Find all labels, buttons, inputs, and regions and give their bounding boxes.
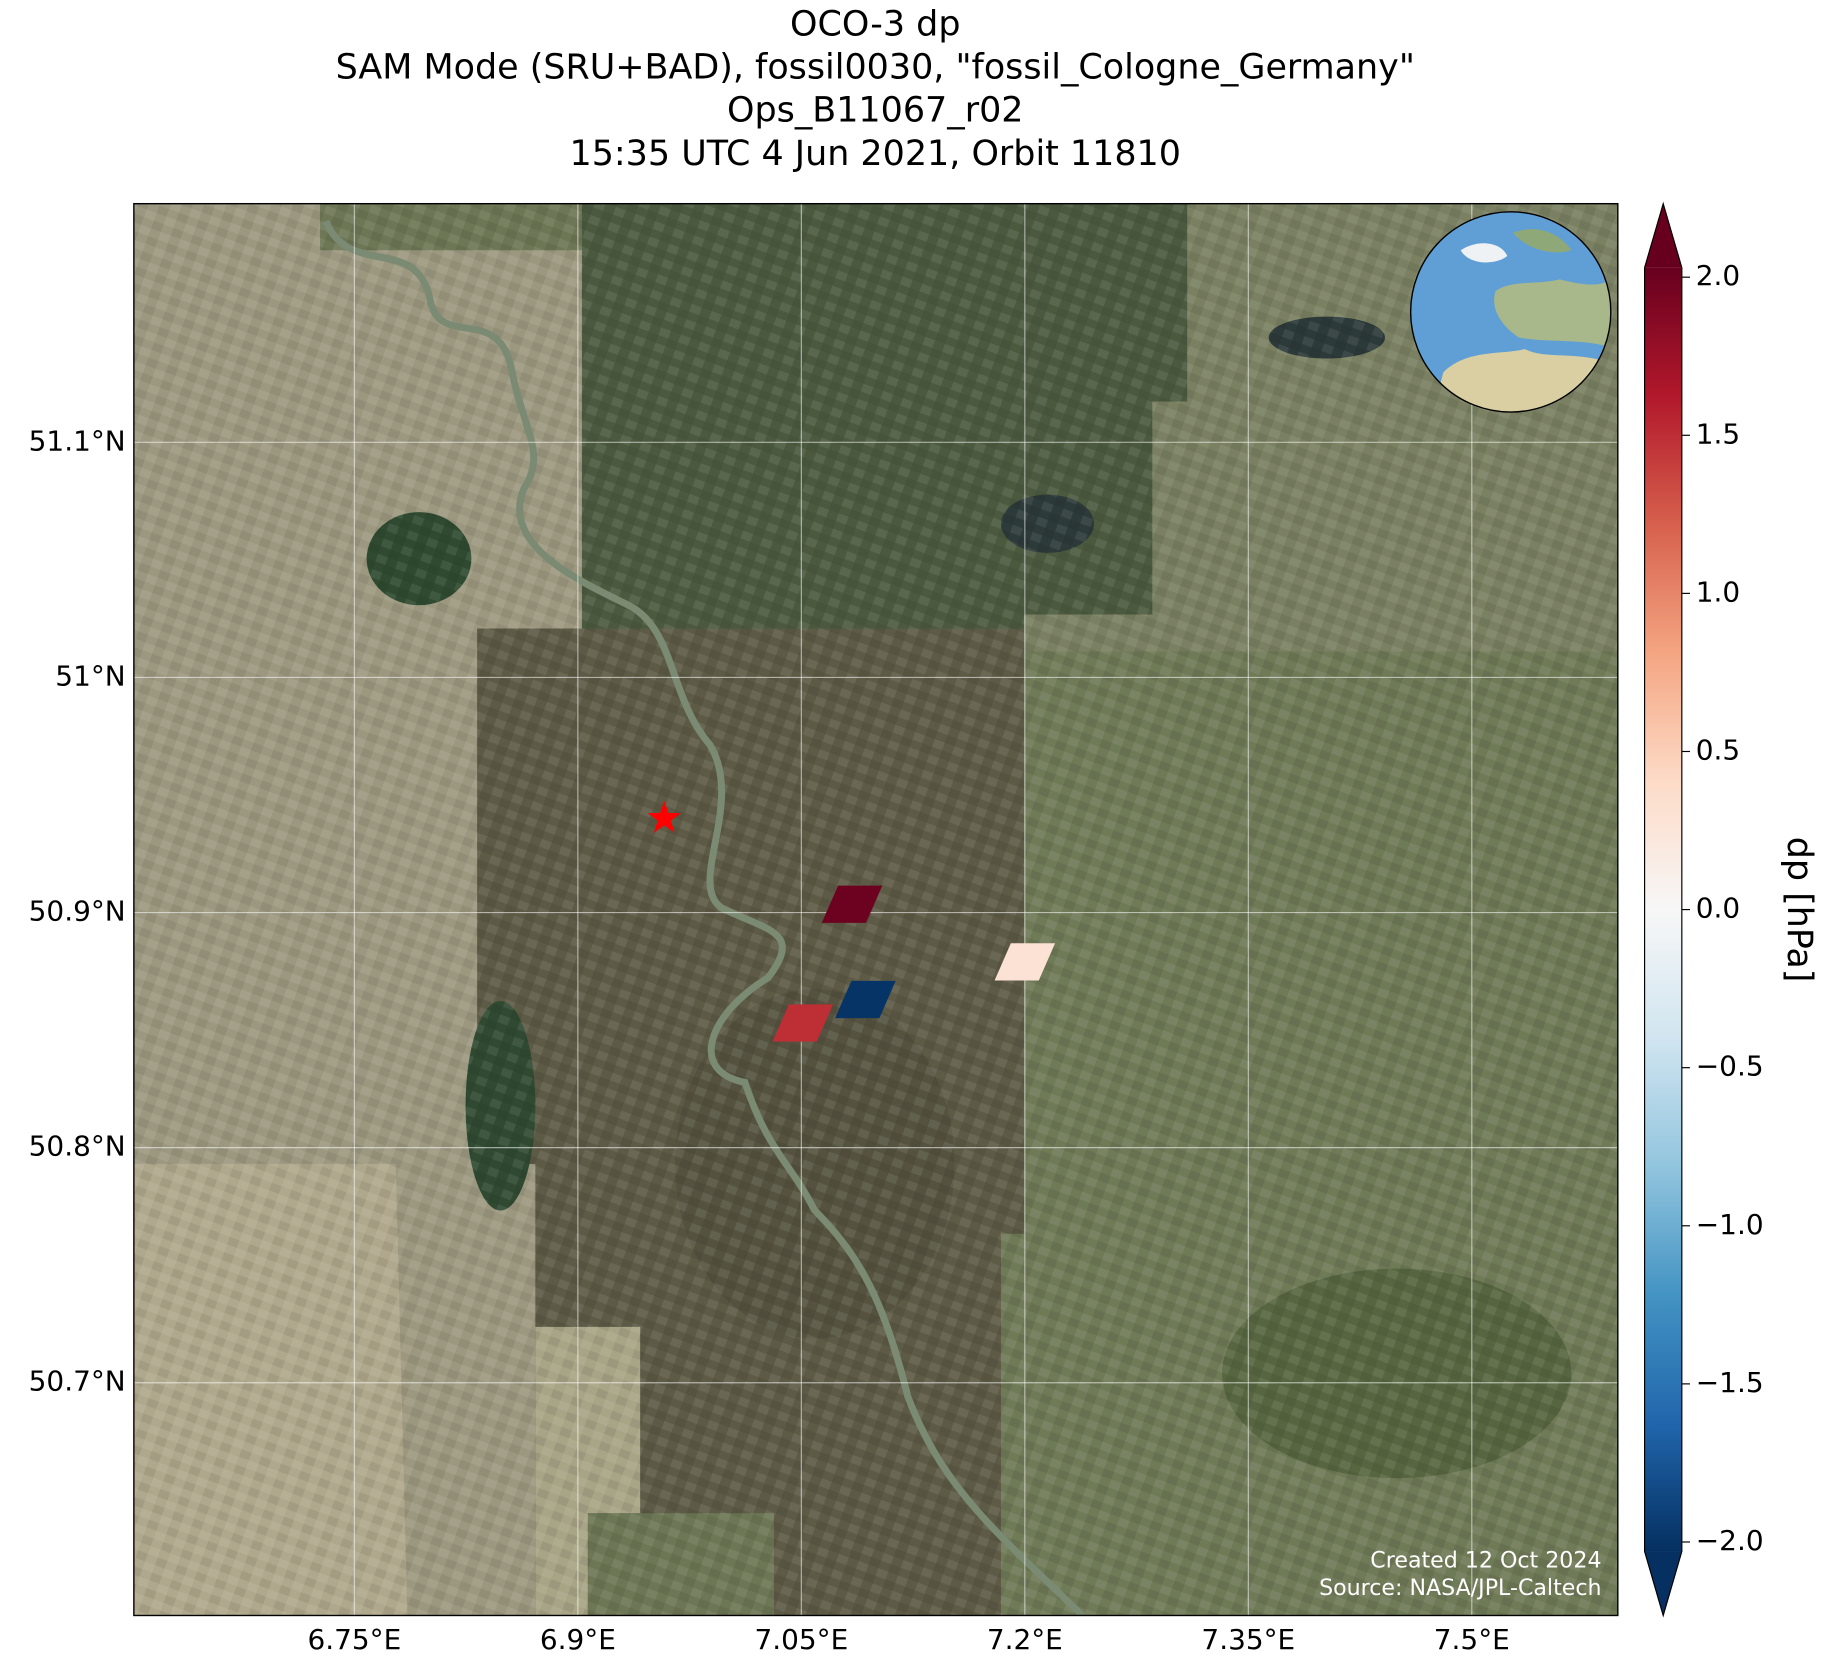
colorbar-label: dp [hPa] [1779,837,1819,983]
site-marker [647,801,681,833]
grid [133,203,1618,1616]
colorbar-tick-label: −1.5 [1696,1366,1764,1399]
y-tick-label: 51.1°N [29,424,126,457]
colorbar-tick-label: −0.5 [1696,1050,1764,1083]
title-line: Ops_B11067_r02 [727,91,1023,131]
colorbar-tick-label: 1.0 [1696,575,1740,608]
y-tick-label: 50.9°N [29,895,126,928]
x-tick-label: 6.75°E [307,1623,401,1656]
colorbar-tick-label: −2.0 [1696,1524,1764,1557]
globe-inset [1409,211,1612,413]
colorbar-body [1644,267,1682,1552]
footprint [821,885,883,923]
x-tick-label: 7.5°E [1434,1623,1510,1656]
colorbar: −2.0 −1.5 −1.0 −0.5 0.0 0.5 1.0 1.5 2.0 dp [hPa] [1644,201,1819,1618]
footprint [835,980,896,1019]
y-tick-label: 50.8°N [29,1130,126,1163]
colorbar-tick-label: 2.0 [1696,259,1740,292]
colorbar-tick-label: 1.5 [1696,417,1740,450]
colorbar-extend [1644,1551,1682,1616]
credit: Source: NASA/JPL-Caltech [1319,1575,1601,1601]
footprint [772,1004,834,1042]
colorbar-outline [1644,201,1683,1618]
x-tick-label: 7.05°E [754,1623,848,1656]
colorbar-tick-label: −1.0 [1696,1208,1764,1241]
footprint [994,943,1056,981]
colorbar-tick-label: 0.5 [1696,733,1740,766]
x-tick-label: 6.9°E [540,1623,616,1656]
colorbar-extend [1644,203,1682,268]
footprints [647,801,1056,1042]
title-line: SAM Mode (SRU+BAD), fossil0030, "fossil_… [336,48,1415,88]
basemap [133,203,1618,1616]
map-frame [133,202,1619,1617]
title-line: 15:35 UTC 4 Jun 2021, Orbit 11810 [570,134,1181,174]
colorbar-tick-label: 0.0 [1696,892,1740,925]
title-line: OCO-3 dp [790,5,961,45]
credit: Created 12 Oct 2024 [1370,1547,1601,1573]
y-tick-label: 50.7°N [29,1365,126,1398]
x-tick-label: 7.35°E [1201,1623,1295,1656]
y-tick-label: 51°N [55,659,125,692]
x-tick-label: 7.2°E [987,1623,1063,1656]
